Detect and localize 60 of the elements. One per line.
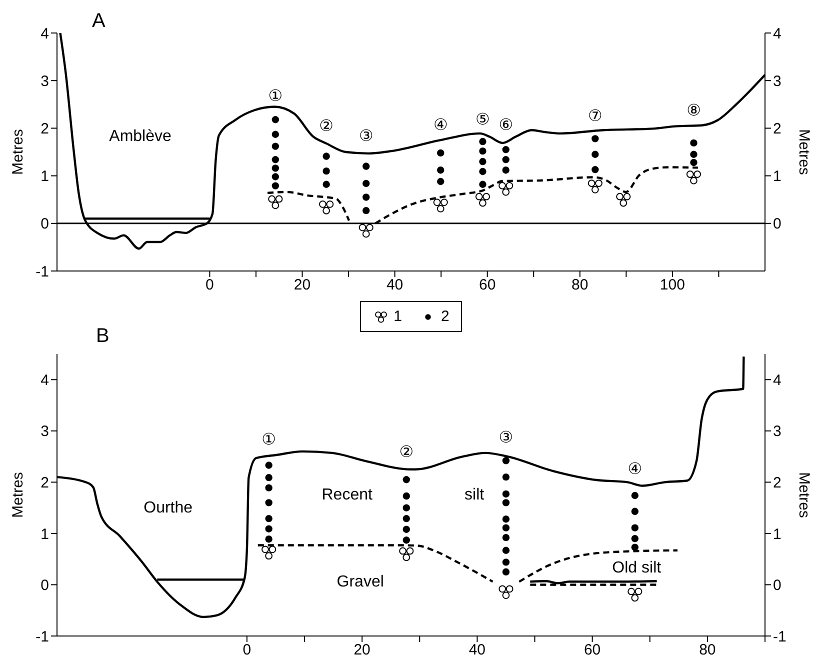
x-tick-label: 80: [572, 276, 588, 294]
y2-tick-label: 4: [773, 372, 782, 389]
y2-axis-title: Metres: [796, 472, 813, 518]
annotation: ⑥: [498, 117, 514, 134]
chart-title: A: [92, 10, 106, 33]
chart-title: B: [96, 325, 110, 348]
y2-tick-label: 4: [773, 25, 782, 42]
annotation: Recent: [322, 486, 374, 504]
annotation: ②: [319, 118, 334, 136]
x-tick-label: 40: [386, 276, 404, 294]
y2-tick-label: 3: [773, 423, 782, 440]
y-tick-label: 0: [40, 216, 49, 233]
annotation: ②: [399, 444, 414, 462]
y-axis-title: Metres: [9, 472, 26, 518]
annotation: ⑤: [476, 111, 490, 128]
y2-tick-label: 2: [773, 474, 782, 492]
annotation: Gravel: [336, 573, 384, 590]
y2-tick-label: 0: [773, 216, 782, 233]
y-tick-label: -1: [36, 628, 49, 646]
annotation: ①: [268, 88, 283, 106]
y-tick-label: -1: [36, 263, 49, 280]
y2-axis-title: Metres: [796, 129, 813, 175]
y-tick-label: 0: [40, 577, 49, 594]
annotation: Old silt: [612, 559, 662, 576]
legend-label: 2: [441, 308, 450, 325]
annotation: ④: [433, 117, 448, 134]
x-tick-label: 40: [468, 642, 486, 659]
x-tick-label: 60: [479, 276, 496, 294]
y-tick-label: 1: [40, 526, 49, 543]
y2-tick-label: 3: [773, 72, 782, 90]
y-tick-label: 3: [40, 72, 49, 90]
annotation: ⑦: [588, 108, 602, 126]
annotation: ⑧: [686, 102, 701, 120]
annotation: silt: [464, 486, 485, 504]
annotation: ①: [262, 431, 276, 448]
legend-label: 1: [394, 308, 402, 325]
y2-tick-label: 1: [773, 168, 782, 186]
x-tick-label: 0: [206, 276, 214, 294]
y-tick-label: 3: [40, 423, 49, 440]
y-tick-label: 1: [40, 168, 49, 186]
y-tick-label: 2: [40, 474, 49, 492]
x-tick-label: 80: [699, 642, 716, 659]
y-tick-label: 2: [40, 120, 49, 138]
annotation: ③: [498, 430, 514, 447]
y-tick-label: 4: [40, 372, 49, 389]
x-tick-label: 20: [294, 276, 311, 294]
y2-tick-label: 0: [773, 577, 782, 594]
annotation: ④: [628, 461, 642, 478]
y-tick-label: 4: [40, 25, 49, 42]
x-tick-label: 0: [242, 642, 252, 659]
y2-tick-label: 1: [773, 526, 782, 543]
annotation: Ourthe: [144, 499, 193, 516]
annotation: Amblève: [109, 128, 172, 146]
x-tick-label: 100: [660, 276, 685, 294]
x-tick-label: 60: [584, 642, 601, 659]
y2-tick-label: -1: [773, 628, 786, 646]
x-tick-label: 20: [354, 642, 370, 659]
annotation: ③: [358, 128, 374, 146]
y2-tick-label: 2: [773, 120, 782, 138]
y-axis-title: Metres: [9, 129, 26, 175]
